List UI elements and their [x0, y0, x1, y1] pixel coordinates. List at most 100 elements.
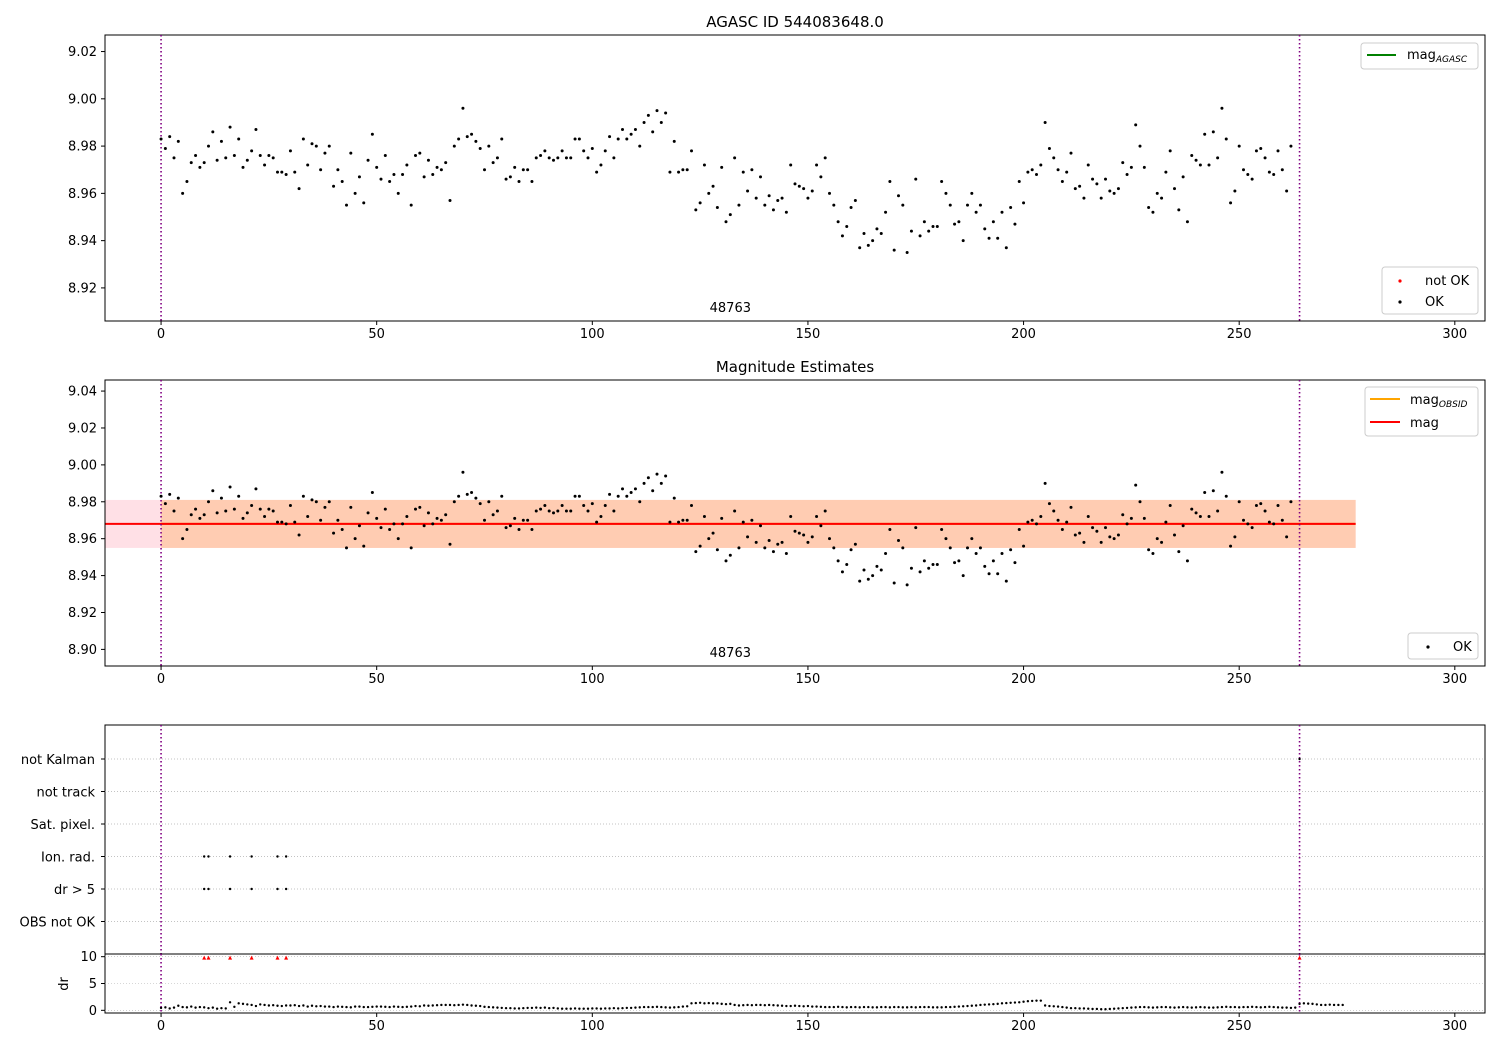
agasc-ok-point — [383, 154, 387, 158]
dr-point — [375, 1005, 378, 1008]
dr-point — [293, 1004, 296, 1007]
magnitude-x-tick-label: 0 — [157, 672, 165, 687]
magnitude-ok-point — [1147, 548, 1151, 552]
dr-point — [1281, 1006, 1284, 1009]
magnitude-legend-upper[interactable]: magOBSID mag — [1364, 386, 1479, 437]
dr-point — [504, 1006, 508, 1010]
magnitude-ok-point — [349, 505, 353, 509]
agasc-ok-point — [918, 234, 922, 238]
dr-point — [1091, 1007, 1094, 1011]
dr-point — [1056, 1005, 1060, 1008]
dr-point — [1302, 1002, 1306, 1005]
flags-panel: not Kalman not track Sat. pixel. Ion. rad. d… — [20, 724, 1486, 955]
dr-point — [267, 1004, 271, 1007]
agasc-ok-point — [746, 189, 750, 193]
magnitude-ok-point — [1151, 551, 1155, 555]
dr-point — [629, 1006, 633, 1010]
magnitude-ok-point — [698, 544, 702, 548]
dr-point — [194, 1006, 197, 1009]
dr-point — [1061, 1005, 1064, 1009]
magnitude-ok-point — [836, 559, 840, 563]
dr-point — [1332, 1003, 1336, 1007]
agasc-ok-point — [1237, 144, 1241, 148]
agasc-y-tick-label: 8.98 — [68, 140, 97, 155]
dr-point — [345, 1005, 348, 1009]
flag-point — [284, 855, 288, 858]
dr-point — [1212, 1006, 1215, 1009]
magnitude-ok-point — [1190, 507, 1194, 511]
magnitude-ok-point — [720, 516, 724, 520]
agasc-ok-point — [1065, 170, 1069, 174]
dr-point — [780, 1004, 784, 1007]
dr-point — [535, 1006, 538, 1009]
dr-point — [1018, 1001, 1021, 1004]
agasc-ok-point — [1121, 161, 1125, 165]
agasc-ok-point — [1151, 210, 1155, 214]
agasc-ok-point — [474, 139, 478, 143]
flag-rows: not Kalman not track Sat. pixel. Ion. rad. d… — [20, 753, 1485, 931]
magnitude-ok-point — [651, 489, 655, 493]
agasc-ok-point — [336, 168, 340, 172]
magnitude-ok-point — [422, 524, 426, 528]
magnitude-ok-point — [375, 516, 379, 520]
dr-point — [591, 1007, 594, 1010]
agasc-ok-point — [215, 158, 219, 162]
dr-x-tick-label: 300 — [1442, 1019, 1467, 1034]
agasc-ok-point — [1129, 165, 1133, 169]
dr-point — [1298, 1002, 1301, 1006]
magnitude-legend-lower[interactable]: OK — [1407, 632, 1479, 660]
dr-x-tick-label: 0 — [157, 1019, 165, 1034]
magnitude-ok-point — [629, 491, 633, 495]
agasc-ok-point — [974, 210, 978, 214]
agasc-ok-point — [457, 137, 461, 141]
dr-point — [284, 1004, 288, 1007]
dr-point — [1160, 1005, 1163, 1009]
dr-point — [1328, 1003, 1331, 1006]
dr-point — [164, 1006, 167, 1009]
magnitude-ok-point — [909, 566, 913, 570]
magnitude-ok-point — [163, 502, 167, 506]
magnitude-ok-point — [944, 537, 948, 541]
dr-point — [1229, 1005, 1232, 1009]
magnitude-x-tick-label: 300 — [1442, 672, 1467, 687]
dr-point — [685, 1005, 689, 1008]
agasc-ok-point — [401, 172, 405, 176]
dr-point — [1259, 1006, 1262, 1009]
dr-point — [927, 1005, 930, 1009]
magnitude-ok-point — [754, 540, 758, 544]
magnitude-ok-point — [383, 507, 387, 511]
dr-point — [233, 1005, 236, 1009]
dr-point — [513, 1007, 516, 1010]
dr-point — [1125, 1006, 1129, 1010]
dr-point — [931, 1006, 935, 1009]
agasc-ok-point — [340, 180, 344, 184]
agasc-ok-point — [987, 236, 991, 240]
dr-point — [310, 1004, 314, 1007]
magnitude-ok-point — [677, 520, 681, 524]
dr-point — [1207, 1006, 1211, 1009]
agasc-ok-point — [1155, 191, 1159, 195]
agasc-ok-point — [366, 158, 370, 162]
magnitude-ok-point — [293, 520, 297, 524]
magnitude-ok-point — [237, 494, 241, 498]
magnitude-ok-point — [284, 522, 288, 526]
dr-point — [276, 1004, 279, 1007]
agasc-ok-point — [491, 161, 495, 165]
agasc-legend-upper[interactable]: magAGASC — [1360, 42, 1479, 70]
magnitude-ok-point — [491, 513, 495, 517]
magnitude-ok-point — [495, 509, 499, 513]
magnitude-ok-point — [336, 518, 340, 522]
dr-point — [1242, 1005, 1245, 1009]
magnitude-ok-point — [310, 498, 314, 502]
magnitude-ok-point — [185, 527, 189, 531]
agasc-ok-point — [1250, 177, 1254, 181]
magnitude-ok-point — [599, 515, 603, 519]
dr-point — [759, 1003, 762, 1007]
dr-point — [819, 1005, 823, 1009]
agasc-ok-point — [646, 113, 650, 117]
dr-point — [845, 1006, 848, 1009]
agasc-legend-lower[interactable]: not OK OK — [1381, 266, 1479, 315]
magnitude-ok-point — [1030, 518, 1034, 522]
agasc-ok-point — [922, 220, 926, 224]
dr-point — [716, 1002, 719, 1005]
